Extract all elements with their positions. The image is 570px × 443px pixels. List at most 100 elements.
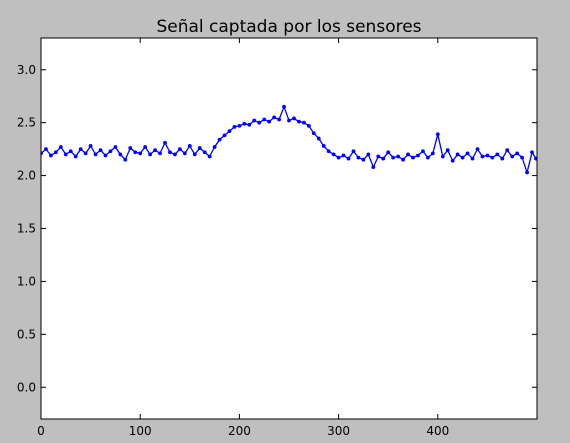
data-point	[238, 124, 242, 128]
data-point	[128, 146, 132, 150]
data-point	[74, 155, 78, 159]
data-point	[490, 156, 494, 160]
data-point	[109, 149, 113, 153]
data-point	[272, 115, 276, 119]
data-point	[153, 148, 157, 152]
data-point	[456, 153, 460, 157]
data-point	[242, 122, 246, 126]
x-tick-label: 0	[37, 424, 45, 438]
y-tick-label: 2.0	[17, 169, 36, 183]
data-point	[292, 117, 296, 121]
data-point	[143, 145, 147, 149]
data-point	[525, 171, 529, 175]
data-point	[366, 153, 370, 157]
data-point	[446, 148, 450, 152]
data-point	[312, 131, 316, 135]
data-point	[84, 151, 88, 155]
data-point	[228, 129, 232, 133]
data-point	[79, 147, 83, 151]
data-point	[401, 158, 405, 162]
y-tick-label: 0.0	[17, 380, 36, 394]
data-point	[218, 138, 222, 142]
data-point	[158, 151, 162, 155]
data-point	[94, 153, 98, 157]
data-point	[376, 155, 380, 159]
data-point	[500, 157, 504, 161]
data-point	[247, 123, 251, 127]
data-point	[118, 153, 122, 157]
data-point	[371, 165, 375, 169]
data-point	[396, 155, 400, 159]
data-point	[307, 124, 311, 128]
data-point	[163, 141, 167, 145]
data-point	[277, 118, 281, 122]
plot-area	[41, 38, 537, 419]
data-point	[188, 144, 192, 148]
data-point	[352, 149, 356, 153]
data-point	[133, 150, 137, 154]
data-point	[223, 133, 227, 137]
data-point	[471, 157, 475, 161]
data-point	[178, 147, 182, 151]
data-point	[391, 156, 395, 160]
data-point	[476, 147, 480, 151]
data-point	[59, 145, 63, 149]
data-point	[386, 150, 390, 154]
data-point	[252, 119, 256, 123]
data-point	[233, 125, 237, 129]
data-point	[114, 145, 118, 149]
data-point	[515, 151, 519, 155]
data-point	[530, 150, 534, 154]
data-point	[213, 145, 217, 149]
data-point	[183, 151, 187, 155]
data-point	[466, 151, 470, 155]
data-point	[54, 150, 58, 154]
data-point	[495, 153, 499, 157]
chart-title: Señal captada por los sensores	[156, 17, 421, 37]
data-point	[451, 159, 455, 163]
data-point	[168, 150, 172, 154]
data-point	[362, 158, 366, 162]
data-point	[173, 153, 177, 157]
y-tick-label: 1.5	[17, 222, 36, 236]
data-point	[342, 154, 346, 158]
x-tick-label: 400	[426, 424, 449, 438]
data-point	[49, 154, 53, 158]
data-point	[317, 137, 321, 141]
data-point	[282, 105, 286, 109]
data-point	[193, 153, 197, 157]
data-point	[262, 118, 266, 122]
data-point	[287, 119, 291, 123]
data-point	[441, 155, 445, 159]
x-tick-label: 100	[129, 424, 152, 438]
data-point	[208, 155, 212, 159]
data-point	[198, 146, 202, 150]
data-point	[332, 153, 336, 157]
data-point	[267, 120, 271, 124]
data-point	[481, 155, 485, 159]
data-point	[431, 151, 435, 155]
data-point	[302, 121, 306, 125]
data-point	[148, 153, 152, 157]
x-tick-label: 200	[228, 424, 251, 438]
data-point	[381, 157, 385, 161]
data-point	[421, 149, 425, 153]
data-point	[520, 156, 524, 160]
y-tick-label: 2.5	[17, 116, 36, 130]
y-tick-label: 0.5	[17, 327, 36, 341]
y-tick-label: 1.0	[17, 274, 36, 288]
data-point	[138, 151, 142, 155]
data-point	[297, 120, 301, 124]
data-point	[44, 147, 48, 151]
data-point	[104, 154, 108, 158]
data-point	[99, 148, 103, 152]
data-point	[461, 156, 465, 160]
data-point	[510, 155, 514, 159]
data-point	[505, 148, 509, 152]
x-tick-label: 300	[327, 424, 350, 438]
y-tick-label: 3.0	[17, 63, 36, 77]
data-point	[123, 158, 127, 162]
data-point	[416, 154, 420, 158]
data-point	[322, 144, 326, 148]
